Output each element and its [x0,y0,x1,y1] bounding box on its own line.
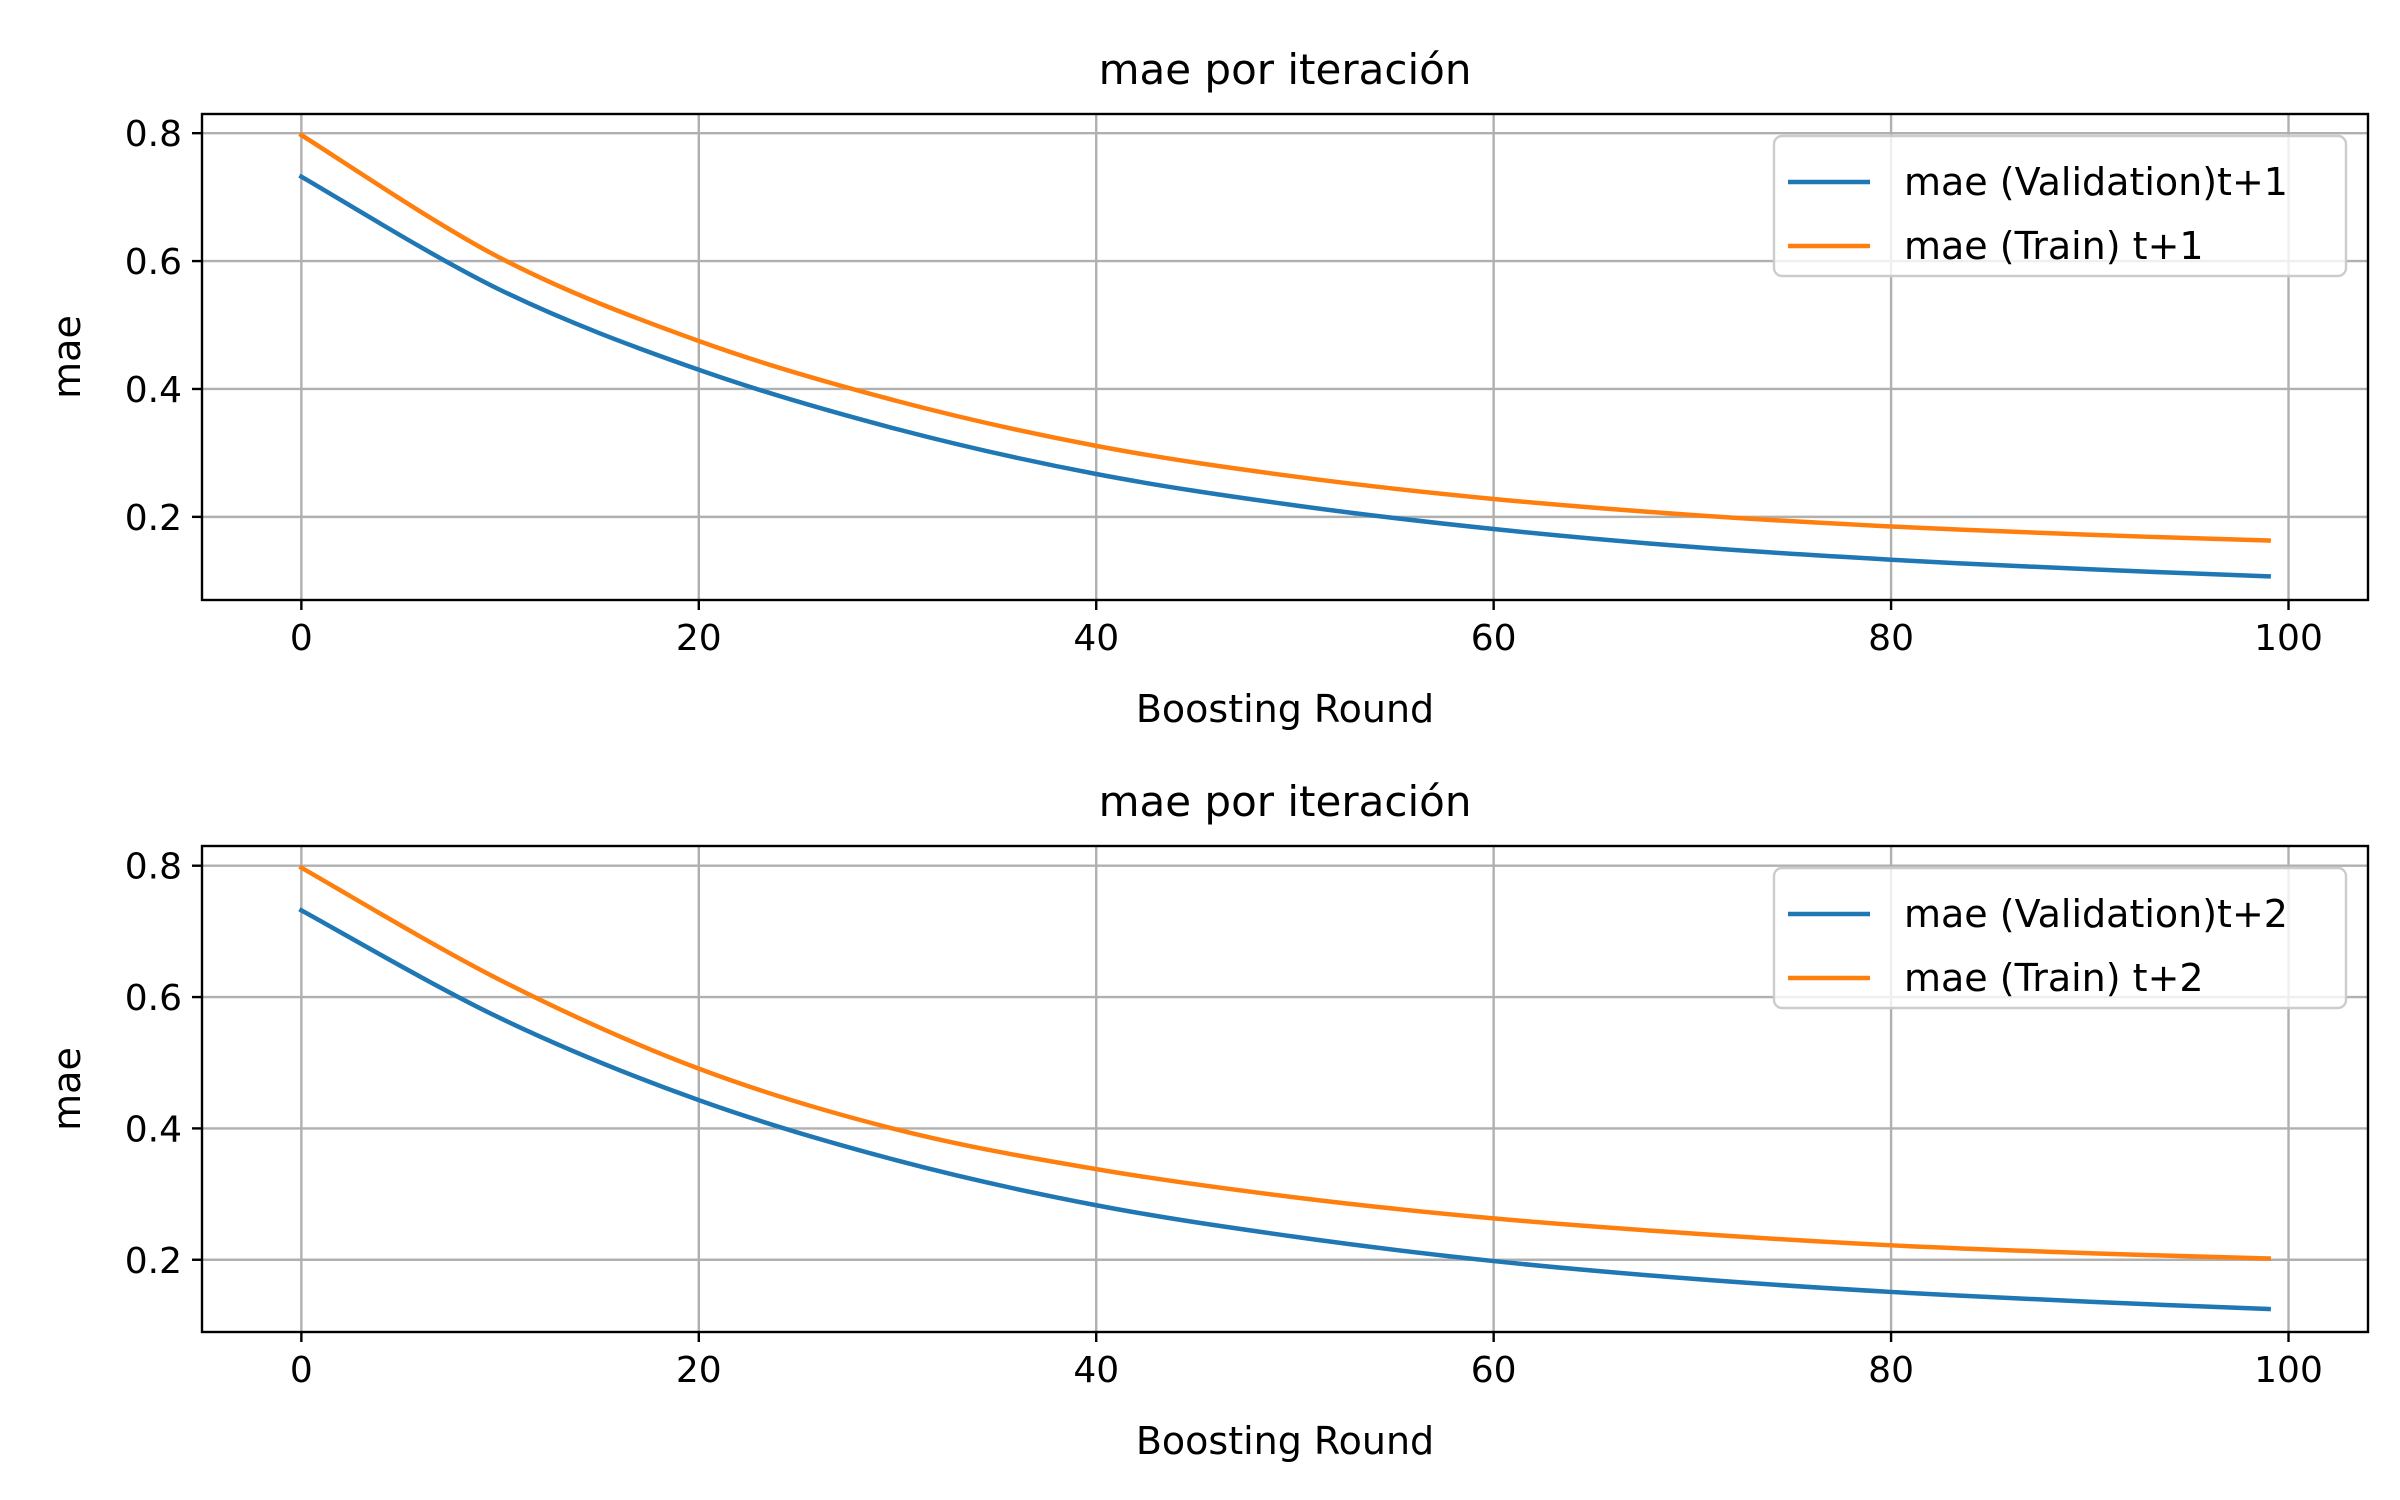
y-tick-label: 0.4 [125,1109,182,1150]
x-tick-label: 40 [1073,1350,1119,1391]
y-tick-label: 0.6 [125,978,182,1019]
x-tick-label: 100 [2254,1350,2323,1391]
chart-title: mae por iteración [1099,45,1472,94]
legend-label-0: mae (Validation)t+1 [1904,160,2288,204]
y-axis-label: mae [45,1047,89,1131]
legend-box [1772,866,2348,1010]
legend-label-0: mae (Validation)t+2 [1904,892,2288,936]
x-tick-label: 0 [290,618,313,659]
y-tick-label: 0.8 [125,114,182,155]
x-axis-label: Boosting Round [1136,1419,1434,1463]
y-tick-label: 0.4 [125,370,182,411]
x-tick-label: 100 [2254,618,2323,659]
plot-frame [200,112,2370,602]
legend: mae (Validation)t+1 mae (Train) t+1 [1772,134,2348,278]
series-line-1 [298,864,2271,1261]
legend-label-1: mae (Train) t+1 [1904,224,2204,268]
x-tick-label: 60 [1471,618,1517,659]
chart-top: 0 20 40 60 80 100 0.2 0.4 0.6 0.8 mae por iteració… [45,45,2370,731]
x-tick-label: 20 [676,618,722,659]
x-tick-label: 60 [1471,1350,1517,1391]
series-line-0 [298,173,2271,579]
y-axis-label: mae [45,315,89,399]
series-line-1 [298,132,2271,543]
legend: mae (Validation)t+2 mae (Train) t+2 [1772,866,2348,1010]
y-tick-label: 0.2 [125,498,182,539]
x-tick-label: 40 [1073,618,1119,659]
x-tick-label: 20 [676,1350,722,1391]
chart-title: mae por iteración [1099,777,1472,826]
y-tick-label: 0.2 [125,1241,182,1282]
legend-box [1772,134,2348,278]
x-tick-label: 80 [1868,1350,1914,1391]
legend-label-1: mae (Train) t+2 [1904,956,2204,1000]
chart-bottom: 0 20 40 60 80 100 0.2 0.4 0.6 0.8 mae por iteració… [45,777,2370,1463]
x-tick-label: 0 [290,1350,313,1391]
y-tick-label: 0.6 [125,242,182,283]
series-line-0 [298,907,2271,1312]
x-tick-label: 80 [1868,618,1914,659]
y-tick-label: 0.8 [125,847,182,888]
plot-frame [200,844,2370,1334]
x-axis-label: Boosting Round [1136,687,1434,731]
